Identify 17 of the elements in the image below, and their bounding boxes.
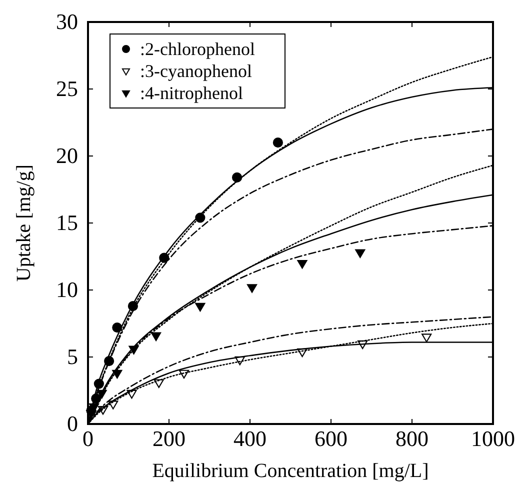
legend-label: :2-chlorophenol	[140, 39, 255, 59]
y-tick-label: 5	[67, 344, 78, 369]
x-tick-label: 200	[152, 426, 186, 451]
legend-label: :4-nitrophenol	[140, 83, 243, 103]
y-axis-title: Uptake [mg/g]	[13, 164, 35, 282]
y-tick-label: 20	[56, 143, 78, 168]
x-axis-title: Equilibrium Concentration [mg/L]	[152, 460, 429, 482]
legend-label: :3-cyanophenol	[140, 61, 252, 81]
x-tick-label: 0	[82, 426, 94, 451]
x-tick-label: 800	[396, 426, 428, 451]
y-tick-label: 30	[56, 9, 78, 34]
y-tick-label: 10	[56, 277, 78, 302]
x-tick-label: 600	[314, 426, 348, 451]
y-tick-label: 15	[56, 210, 78, 235]
x-tick-label: 1000	[471, 426, 515, 451]
x-tick-label: 400	[234, 426, 266, 451]
y-tick-label: 25	[56, 76, 78, 101]
